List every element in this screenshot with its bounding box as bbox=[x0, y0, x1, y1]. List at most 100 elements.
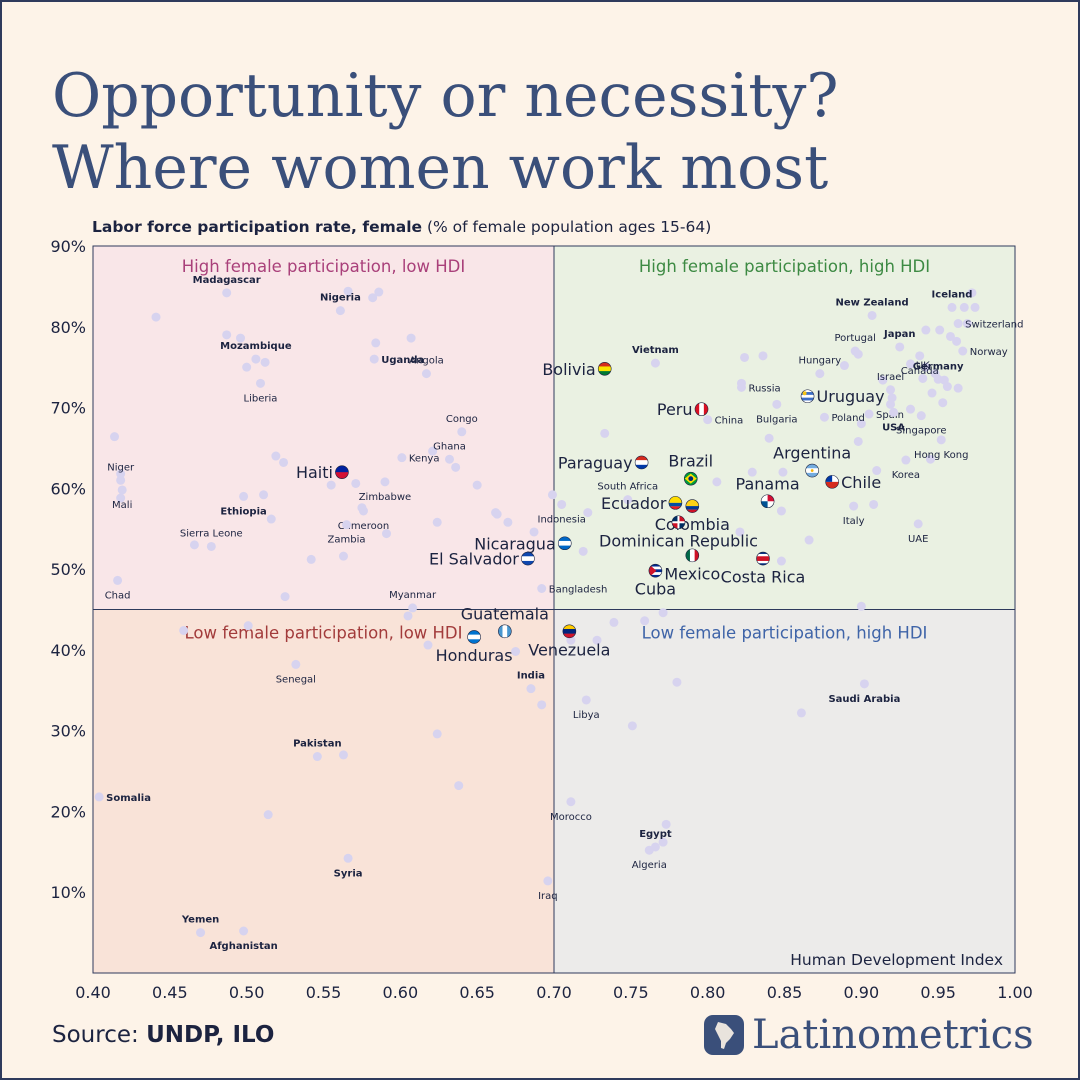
data-point bbox=[915, 351, 925, 361]
latam-label-ht: Haiti bbox=[296, 463, 333, 482]
flag-mx-icon bbox=[685, 548, 700, 563]
data-point bbox=[260, 357, 270, 367]
country-label: Germany bbox=[913, 361, 964, 372]
x-tick-label: 0.60 bbox=[383, 983, 419, 1002]
country-label: Poland bbox=[831, 413, 864, 424]
flag-ar-icon bbox=[805, 463, 819, 478]
country-label: Algeria bbox=[632, 860, 667, 871]
flag-ht-icon bbox=[335, 465, 349, 479]
data-point bbox=[451, 462, 461, 472]
latam-label-do: Dominican Republic bbox=[599, 531, 758, 550]
data-point bbox=[736, 382, 746, 392]
data-point bbox=[117, 485, 127, 495]
data-point bbox=[113, 575, 123, 585]
latam-label-mx: Mexico bbox=[664, 564, 720, 583]
latam-label-hn: Honduras bbox=[436, 646, 513, 665]
data-point bbox=[895, 342, 905, 352]
data-point bbox=[650, 358, 660, 368]
country-label: UK bbox=[916, 360, 930, 371]
x-tick-label: 0.45 bbox=[152, 983, 188, 1002]
data-point bbox=[526, 684, 536, 694]
country-label: USA bbox=[882, 422, 905, 433]
data-point bbox=[953, 319, 963, 329]
flag-ni-icon bbox=[557, 536, 572, 551]
title-line-1: Opportunity or necessity? bbox=[52, 61, 839, 131]
flag-cl-icon bbox=[825, 475, 839, 489]
quadrant-label-bl: Low female participation, low HDI bbox=[184, 624, 462, 643]
quadrant-label-br: Low female participation, high HDI bbox=[642, 624, 928, 643]
data-point bbox=[936, 435, 946, 445]
data-point bbox=[251, 354, 261, 364]
data-point bbox=[421, 369, 431, 379]
latam-label-ve: Venezuela bbox=[528, 640, 610, 659]
latam-label-pe: Peru bbox=[657, 400, 693, 419]
country-label: China bbox=[715, 416, 744, 427]
data-point bbox=[338, 750, 348, 760]
quadrant-bottom-left bbox=[93, 609, 554, 973]
country-label: Israel bbox=[877, 372, 904, 383]
data-point bbox=[640, 616, 650, 626]
country-label: Angola bbox=[409, 356, 444, 367]
data-point bbox=[445, 454, 455, 464]
data-point bbox=[952, 336, 962, 346]
latam-label-gt: Guatemala bbox=[461, 604, 549, 623]
data-point bbox=[772, 399, 782, 409]
data-point bbox=[661, 819, 671, 829]
latam-label-sv: El Salvador bbox=[429, 550, 519, 569]
flag-co-icon bbox=[685, 499, 700, 513]
data-point bbox=[859, 679, 869, 689]
data-point bbox=[853, 436, 863, 446]
data-point bbox=[970, 302, 980, 312]
latam-label-cu: Cuba bbox=[635, 580, 676, 599]
latam-label-py: Paraguay bbox=[558, 453, 633, 472]
data-point bbox=[239, 926, 249, 936]
data-point bbox=[242, 362, 252, 372]
data-point bbox=[886, 385, 896, 395]
country-label: Pakistan bbox=[293, 739, 342, 750]
country-label: Kenya bbox=[409, 454, 440, 465]
country-label: Libya bbox=[573, 710, 600, 721]
data-point bbox=[592, 635, 602, 645]
data-point bbox=[864, 409, 874, 419]
latam-label-cl: Chile bbox=[841, 473, 881, 492]
data-point bbox=[935, 325, 945, 335]
data-point bbox=[259, 490, 269, 500]
x-tick-label: 0.80 bbox=[690, 983, 726, 1002]
source-prefix: Source: bbox=[52, 1022, 147, 1048]
data-point bbox=[432, 729, 442, 739]
flag-gt-icon bbox=[498, 624, 512, 639]
data-point bbox=[116, 475, 126, 485]
data-point bbox=[644, 845, 654, 855]
country-label: India bbox=[517, 671, 545, 682]
data-point bbox=[343, 853, 353, 863]
data-point bbox=[94, 792, 104, 802]
latam-label-ni: Nicaragua bbox=[474, 534, 556, 553]
country-label: Somalia bbox=[106, 793, 151, 804]
flag-pe-icon bbox=[694, 402, 709, 416]
data-point bbox=[869, 499, 879, 509]
data-point bbox=[454, 781, 464, 791]
data-point bbox=[776, 556, 786, 566]
data-point bbox=[491, 508, 501, 518]
x-tick-label: 0.85 bbox=[767, 983, 803, 1002]
data-point bbox=[457, 427, 467, 437]
data-point bbox=[578, 546, 588, 556]
country-label: Singapore bbox=[896, 426, 946, 437]
country-label: Mali bbox=[112, 500, 132, 511]
x-tick-label: 0.95 bbox=[920, 983, 956, 1002]
flag-pa-icon bbox=[760, 494, 775, 509]
data-point bbox=[312, 752, 322, 762]
x-axis-title: Human Development Index bbox=[790, 951, 1003, 969]
x-tick-label: 1.00 bbox=[997, 983, 1033, 1002]
data-point bbox=[511, 647, 521, 657]
data-point bbox=[342, 520, 352, 530]
data-point bbox=[557, 499, 567, 509]
x-tick-label: 0.90 bbox=[844, 983, 880, 1002]
country-label: Afghanistan bbox=[209, 941, 277, 952]
data-point bbox=[856, 419, 866, 429]
country-label: Myanmar bbox=[389, 590, 437, 601]
country-label: Syria bbox=[334, 868, 363, 879]
data-point bbox=[581, 695, 591, 705]
data-point bbox=[537, 700, 547, 710]
